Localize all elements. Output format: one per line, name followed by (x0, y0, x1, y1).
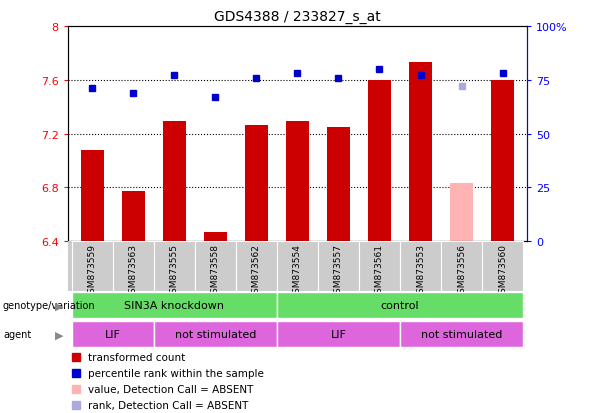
Text: LIF: LIF (330, 330, 346, 339)
Text: genotype/variation: genotype/variation (3, 301, 95, 311)
Text: GSM873563: GSM873563 (129, 243, 138, 298)
Bar (122, 192, 145, 242)
Text: GSM873556: GSM873556 (457, 243, 466, 298)
Text: value, Detection Call = ABSENT: value, Detection Call = ABSENT (88, 384, 254, 394)
Bar (113, 242, 154, 291)
Bar (154, 321, 277, 348)
Text: transformed count: transformed count (88, 352, 186, 362)
Text: control: control (380, 301, 419, 311)
Bar (482, 242, 523, 291)
Text: GSM873558: GSM873558 (211, 243, 220, 298)
Bar (400, 242, 441, 291)
Text: GSM873554: GSM873554 (293, 243, 302, 298)
Text: percentile rank within the sample: percentile rank within the sample (88, 368, 264, 378)
Text: GSM873560: GSM873560 (498, 243, 507, 298)
Bar (277, 242, 318, 291)
Bar (245, 126, 268, 242)
Bar (72, 242, 113, 291)
Text: agent: agent (3, 330, 31, 339)
Bar (327, 128, 350, 242)
Bar (72, 292, 277, 319)
Text: SIN3A knockdown: SIN3A knockdown (124, 301, 224, 311)
Bar (204, 232, 227, 242)
Bar (72, 321, 154, 348)
Text: rank, Detection Call = ABSENT: rank, Detection Call = ABSENT (88, 400, 249, 410)
Bar (441, 242, 482, 291)
Title: GDS4388 / 233827_s_at: GDS4388 / 233827_s_at (214, 10, 381, 24)
Bar (409, 63, 432, 242)
Bar (359, 242, 400, 291)
Bar (368, 81, 391, 242)
Bar (195, 242, 236, 291)
Bar (236, 242, 277, 291)
Bar (277, 292, 523, 319)
Text: GSM873562: GSM873562 (252, 243, 261, 298)
Text: GSM873557: GSM873557 (334, 243, 343, 298)
Text: GSM873561: GSM873561 (375, 243, 384, 298)
Text: GSM873555: GSM873555 (170, 243, 179, 298)
Text: not stimulated: not stimulated (175, 330, 256, 339)
Text: GSM873553: GSM873553 (416, 243, 425, 298)
Bar (81, 150, 104, 242)
Text: LIF: LIF (105, 330, 121, 339)
Bar (277, 321, 400, 348)
Bar (491, 81, 514, 242)
Bar (318, 242, 359, 291)
Text: not stimulated: not stimulated (421, 330, 502, 339)
Text: GSM873559: GSM873559 (88, 243, 97, 298)
Bar (286, 122, 309, 242)
Bar (163, 122, 186, 242)
Bar (154, 242, 195, 291)
Text: ▶: ▶ (55, 330, 63, 339)
Bar (450, 184, 473, 242)
Bar (400, 321, 523, 348)
Text: ▶: ▶ (55, 301, 63, 311)
